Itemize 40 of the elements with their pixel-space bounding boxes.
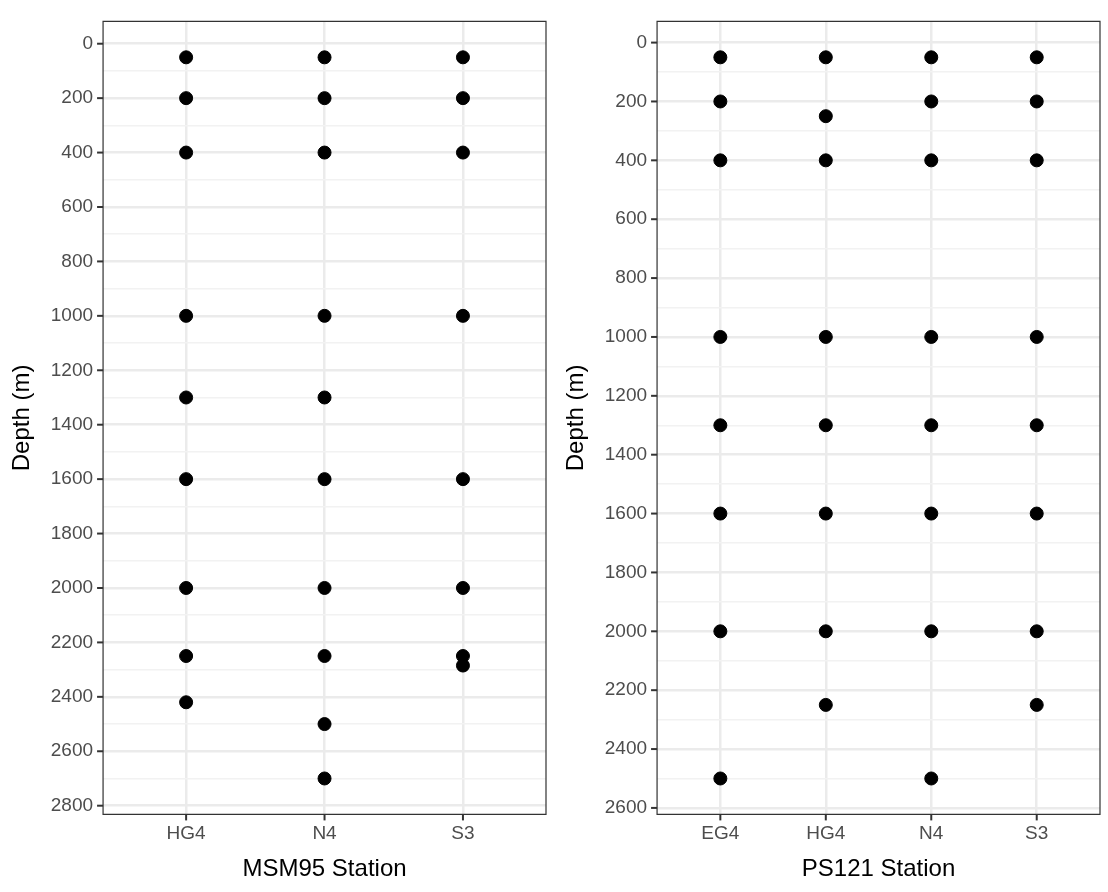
y-tick-label: 800	[615, 266, 648, 288]
y-tick-label: 1600	[50, 467, 94, 489]
y-tick-label: 400	[61, 140, 94, 162]
y-tick-label: 1800	[604, 560, 648, 582]
x-tick-label: EG4	[701, 822, 740, 844]
y-tick-label: 1800	[50, 521, 94, 543]
y-tick-label: 2800	[50, 793, 94, 815]
x-axis-title: PS121 Station	[801, 854, 956, 882]
y-tick-label: 800	[61, 249, 94, 271]
y-tick-label: 2400	[604, 737, 648, 759]
y-tick-label: 2600	[604, 796, 648, 818]
y-tick-label: 2000	[50, 576, 94, 598]
y-tick-label: 2000	[604, 619, 648, 641]
x-tick-label: HG4	[166, 822, 207, 844]
y-tick-label: 2600	[50, 739, 94, 761]
y-tick-label: 600	[615, 207, 648, 229]
y-tick-label: 1200	[604, 384, 648, 406]
x-tick-label: N4	[919, 822, 944, 844]
y-tick-label: 1400	[604, 442, 648, 464]
y-axis-title: Depth (m)	[561, 364, 589, 472]
y-tick-label: 2200	[604, 678, 648, 700]
y-tick-label: 0	[636, 30, 648, 52]
x-tick-label: HG4	[806, 822, 846, 844]
y-tick-label: 1000	[50, 304, 94, 326]
y-tick-label: 2200	[50, 630, 94, 652]
y-axis-title: Depth (m)	[7, 364, 35, 472]
y-tick-label: 1400	[50, 412, 94, 434]
y-tick-label: 0	[82, 31, 94, 53]
x-tick-label: N4	[312, 822, 338, 844]
x-axis-title: MSM95 Station	[242, 854, 407, 882]
y-tick-label: 200	[61, 86, 94, 108]
x-tick-label: S3	[1025, 822, 1049, 844]
y-tick-label: 2400	[50, 685, 94, 707]
y-tick-label: 1600	[604, 501, 648, 523]
y-tick-label: 1200	[50, 358, 94, 380]
x-tick-label: S3	[451, 822, 475, 844]
y-tick-label: 600	[61, 195, 94, 217]
y-tick-label: 1000	[604, 325, 648, 347]
y-tick-label: 400	[615, 148, 648, 170]
y-tick-label: 200	[615, 89, 648, 111]
